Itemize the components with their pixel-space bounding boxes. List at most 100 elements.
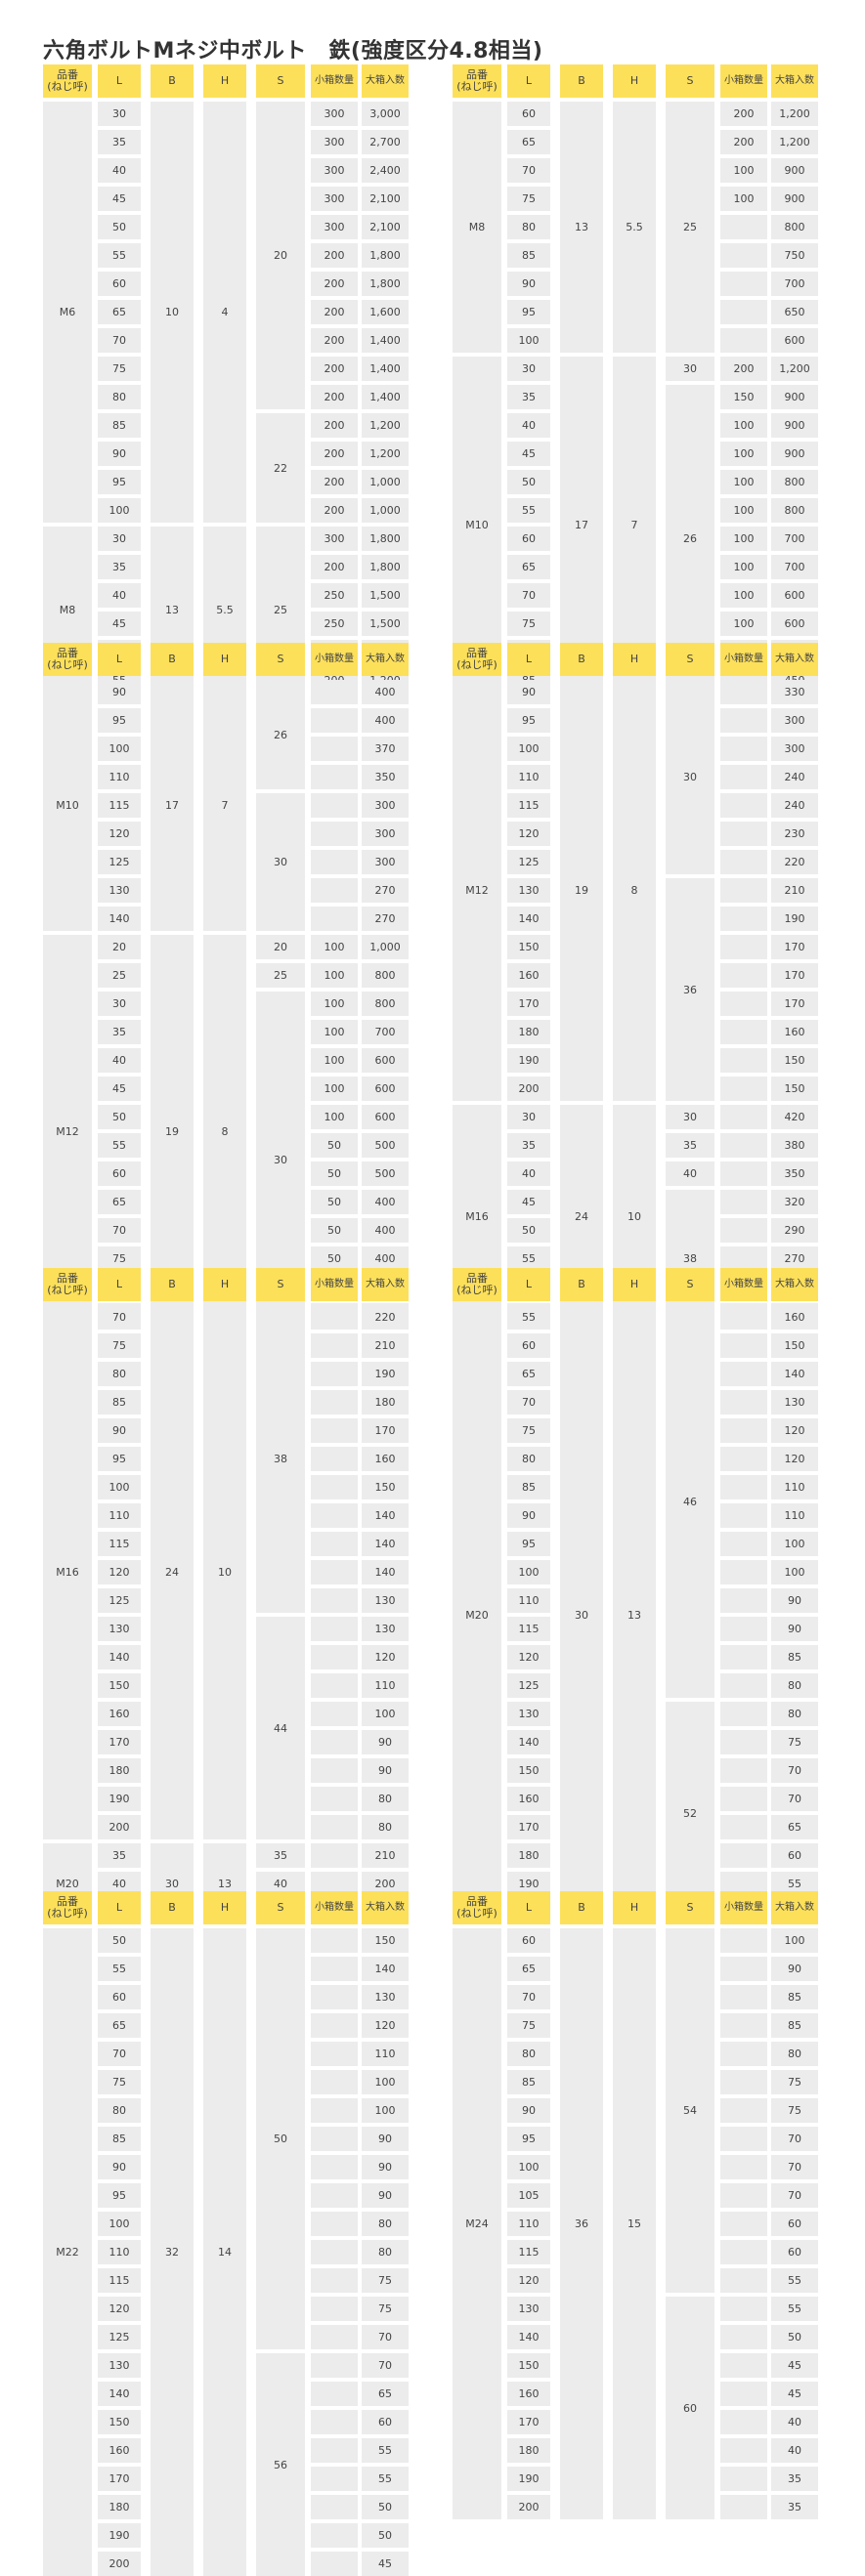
big-box-qty-cell: 300 xyxy=(362,850,409,874)
length-cell: 95 xyxy=(98,1447,141,1471)
header-part: 品番 (ねじ呼) xyxy=(43,64,92,98)
header-h: H xyxy=(203,1268,246,1301)
length-cell: 70 xyxy=(98,1218,141,1243)
small-box-qty-cell xyxy=(720,215,767,239)
small-box-qty-cell xyxy=(720,708,767,733)
header-small-box: 小箱数量 xyxy=(311,643,358,676)
big-box-qty-cell: 400 xyxy=(362,1246,409,1271)
big-box-qty-cell: 3,000 xyxy=(362,102,409,126)
part-number-cell: M20 xyxy=(453,1305,501,1924)
h-dimension-cell: 7 xyxy=(613,357,656,693)
header-big-box: 大箱入数 xyxy=(771,643,818,676)
length-cell: 85 xyxy=(98,1390,141,1415)
small-box-qty-cell xyxy=(720,2297,767,2321)
length-cell: 180 xyxy=(507,1020,550,1044)
length-cell: 60 xyxy=(98,272,141,296)
length-cell: 120 xyxy=(98,822,141,846)
big-box-qty-cell: 150 xyxy=(362,1475,409,1499)
small-box-qty-cell xyxy=(720,2410,767,2434)
small-box-qty-cell: 100 xyxy=(720,555,767,579)
big-box-qty-cell: 900 xyxy=(771,442,818,466)
small-box-qty-cell xyxy=(720,1843,767,1868)
length-cell: 85 xyxy=(98,2127,141,2151)
big-box-qty-cell: 500 xyxy=(362,1133,409,1158)
length-cell: 30 xyxy=(98,102,141,126)
small-box-qty-cell: 100 xyxy=(720,612,767,636)
length-cell: 140 xyxy=(98,2382,141,2406)
b-dimension-cell: 19 xyxy=(560,680,603,1101)
small-box-qty-cell xyxy=(720,243,767,268)
s-dimension-cell: 35 xyxy=(256,1843,305,1868)
length-cell: 160 xyxy=(507,2382,550,2406)
big-box-qty-cell: 50 xyxy=(362,2495,409,2519)
big-box-qty-cell: 55 xyxy=(362,2438,409,2463)
small-box-qty-cell xyxy=(720,878,767,903)
length-cell: 60 xyxy=(507,527,550,551)
small-box-qty-cell xyxy=(720,2013,767,2038)
part-number-cell: M22 xyxy=(43,1928,92,2576)
s-dimension-cell: 44 xyxy=(256,1617,305,1839)
small-box-qty-cell xyxy=(311,2268,358,2293)
length-cell: 65 xyxy=(98,1190,141,1214)
big-box-qty-cell: 1,600 xyxy=(362,300,409,324)
s-dimension-cell: 20 xyxy=(256,102,305,409)
small-box-qty-cell: 200 xyxy=(311,470,358,494)
small-box-qty-cell xyxy=(720,2382,767,2406)
small-box-qty-cell xyxy=(311,1333,358,1358)
header-s: S xyxy=(256,1891,305,1924)
big-box-qty-cell: 420 xyxy=(771,1105,818,1129)
small-box-qty-cell xyxy=(311,1787,358,1811)
length-cell: 40 xyxy=(507,1161,550,1186)
big-box-qty-cell: 85 xyxy=(771,1645,818,1669)
small-box-qty-cell: 300 xyxy=(311,187,358,211)
s-dimension-cell: 38 xyxy=(256,1305,305,1613)
length-cell: 200 xyxy=(507,2495,550,2519)
header-small-box: 小箱数量 xyxy=(311,1268,358,1301)
length-cell: 40 xyxy=(98,158,141,183)
small-box-qty-cell xyxy=(311,1730,358,1754)
length-cell: 115 xyxy=(98,1532,141,1556)
length-cell: 75 xyxy=(98,1333,141,1358)
big-box-qty-cell: 800 xyxy=(362,992,409,1016)
big-box-qty-cell: 140 xyxy=(771,1362,818,1386)
length-cell: 150 xyxy=(507,2353,550,2378)
big-box-qty-cell: 1,200 xyxy=(771,102,818,126)
small-box-qty-cell xyxy=(720,1190,767,1214)
part-number-cell: M12 xyxy=(453,680,501,1101)
length-cell: 80 xyxy=(507,1447,550,1471)
length-cell: 90 xyxy=(507,2098,550,2123)
big-box-qty-cell: 160 xyxy=(771,1305,818,1330)
small-box-qty-cell xyxy=(311,850,358,874)
small-box-qty-cell xyxy=(311,2042,358,2066)
part-number-cell: M10 xyxy=(453,357,501,693)
small-box-qty-cell: 100 xyxy=(720,158,767,183)
small-box-qty-cell xyxy=(311,2552,358,2576)
big-box-qty-cell: 80 xyxy=(362,1787,409,1811)
header-s: S xyxy=(256,1268,305,1301)
big-box-qty-cell: 1,000 xyxy=(362,935,409,959)
length-cell: 110 xyxy=(98,1503,141,1528)
header-h: H xyxy=(203,643,246,676)
big-box-qty-cell: 400 xyxy=(362,1218,409,1243)
length-cell: 120 xyxy=(98,1560,141,1584)
length-cell: 35 xyxy=(98,1843,141,1868)
length-cell: 80 xyxy=(98,385,141,409)
length-cell: 125 xyxy=(98,1588,141,1613)
big-box-qty-cell: 400 xyxy=(362,680,409,704)
small-box-qty-cell xyxy=(311,765,358,789)
header-l: L xyxy=(507,1891,550,1924)
length-cell: 70 xyxy=(98,328,141,353)
small-box-qty-cell xyxy=(311,1645,358,1669)
small-box-qty-cell: 300 xyxy=(311,158,358,183)
small-box-qty-cell: 100 xyxy=(311,1105,358,1129)
small-box-qty-cell xyxy=(720,1957,767,1981)
small-box-qty-cell: 50 xyxy=(311,1246,358,1271)
header-big-box: 大箱入数 xyxy=(362,1268,409,1301)
big-box-qty-cell: 400 xyxy=(362,1190,409,1214)
big-box-qty-cell: 100 xyxy=(771,1560,818,1584)
small-box-qty-cell: 300 xyxy=(311,527,358,551)
small-box-qty-cell: 250 xyxy=(311,583,358,608)
length-cell: 70 xyxy=(507,1390,550,1415)
length-cell: 150 xyxy=(98,2410,141,2434)
length-cell: 35 xyxy=(98,130,141,154)
